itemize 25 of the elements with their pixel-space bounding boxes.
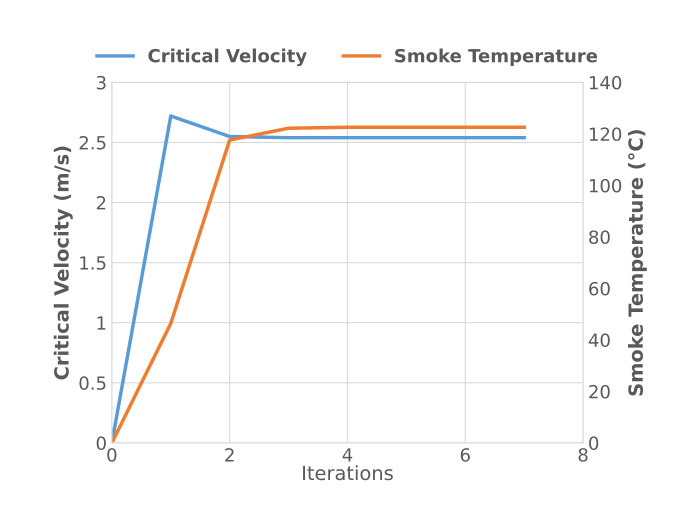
legend-label: Smoke Temperature — [395, 48, 598, 66]
x-tick-label: 4 — [342, 448, 352, 462]
y-tick-label: 1.5 — [80, 256, 106, 270]
y-tick-label: 0 — [96, 436, 106, 450]
y2-tick-label: 0 — [589, 436, 598, 450]
x-tick-label: 2 — [225, 448, 234, 462]
y2-tick-label: 20 — [589, 384, 610, 399]
y2-tick-label: 120 — [590, 127, 622, 142]
y2-tick-label: 80 — [589, 230, 610, 244]
y2-tick-label: 100 — [590, 178, 622, 193]
x-axis-title: Iterations — [303, 465, 393, 480]
y-tick-label: 2 — [96, 196, 106, 210]
y-tick-label: 3 — [96, 76, 106, 90]
x-tick-label: 0 — [107, 448, 116, 462]
y2-tick-label: 60 — [589, 282, 610, 296]
y2-tick-label: 140 — [590, 76, 622, 90]
y-tick-label: 2.5 — [80, 136, 106, 150]
x-tick-label: 6 — [460, 448, 470, 462]
y2-axis-title: Smoke Temperature (°C) — [628, 130, 647, 396]
y2-tick-label: 40 — [588, 333, 610, 348]
y-axis-title: Critical Velocity (m/s) — [54, 146, 73, 380]
y-tick-label: 0.5 — [79, 376, 106, 390]
x-tick-label: 8 — [578, 448, 588, 462]
y-tick-label: 1 — [98, 316, 106, 330]
legend-label: Critical Velocity — [148, 48, 307, 66]
